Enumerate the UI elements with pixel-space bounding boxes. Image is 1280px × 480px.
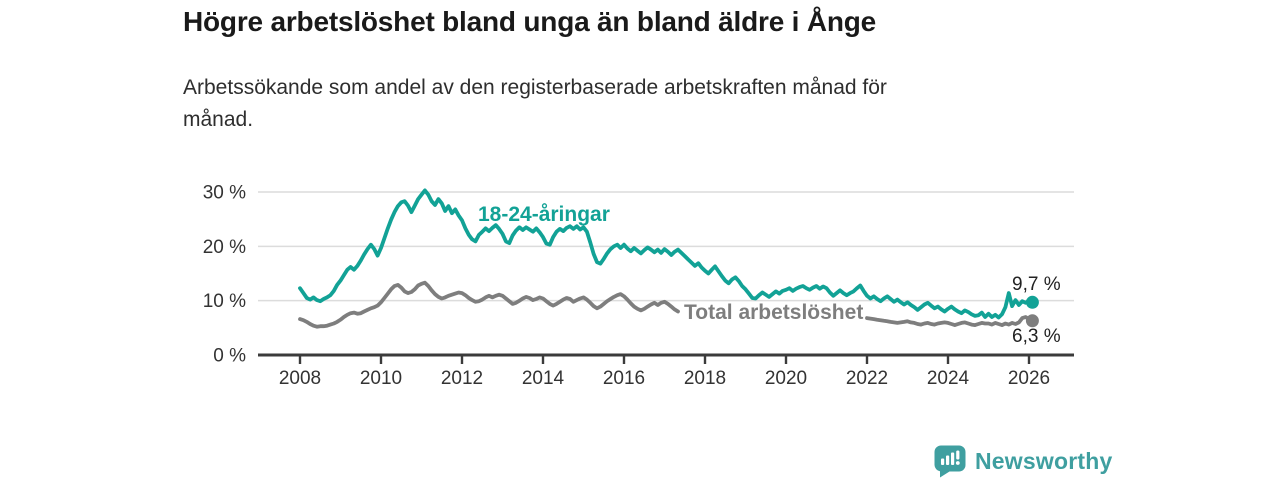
bar-chart-speech-bubble-icon [934,445,966,478]
series-label-18-24: 18-24-åringar [478,203,610,226]
x-tick-label: 2014 [522,368,565,389]
chart-subtitle: Arbetssökande som andel av den registerb… [183,76,887,131]
newsworthy-logo[interactable]: Newsworthy [934,445,1112,478]
series-end-dot [1025,295,1039,309]
x-tick-label: 2024 [927,368,970,389]
end-value-label-total: 6,3 % [1012,326,1061,347]
x-tick-label: 2016 [603,368,645,389]
series-line [298,188,1035,320]
y-tick-label: 30 % [203,183,246,204]
series-line [298,280,1035,329]
series-end-dot [1025,314,1039,328]
x-tick-label: 2008 [279,368,321,389]
x-tick-label: 2018 [684,368,726,389]
x-tick-label: 2012 [441,368,483,389]
x-tick-label: 2026 [1008,368,1050,389]
page-title: Högre arbetslöshet bland unga än bland ä… [183,6,877,37]
y-tick-label: 0 % [213,346,246,367]
brand-name: Newsworthy [975,448,1113,474]
y-tick-label: 10 % [203,291,246,312]
x-tick-label: 2022 [846,368,888,389]
series-label-total: Total arbetslöshet [684,301,864,324]
end-value-label-18-24: 9,7 % [1012,274,1061,295]
x-tick-label: 2010 [360,368,402,389]
y-tick-label: 20 % [203,237,246,258]
x-tick-label: 2020 [765,368,807,389]
